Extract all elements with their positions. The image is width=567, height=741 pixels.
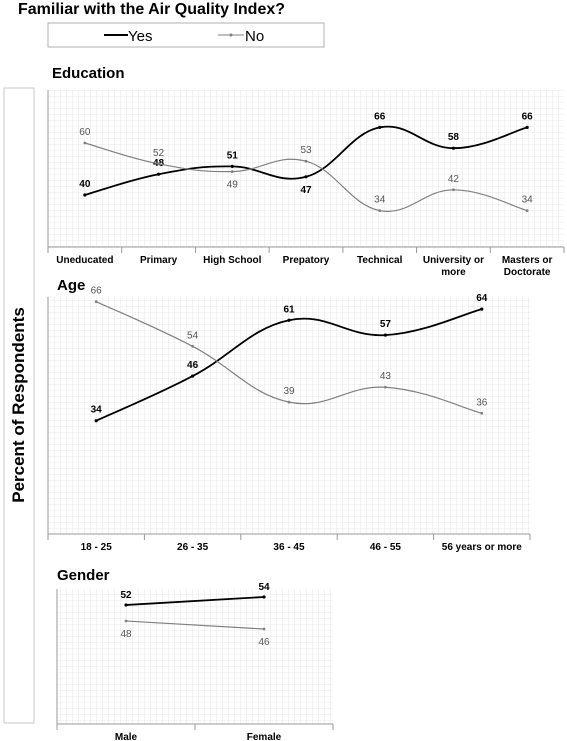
gender-tick-label: Female: [247, 732, 282, 741]
gender-yes-series-line: [125, 596, 265, 606]
gender-yes-point: [124, 603, 128, 607]
gender-panel: Gender Male Female 52 54 48 46: [56, 567, 334, 741]
gender-no-data-label: 46: [258, 637, 270, 648]
age-no-point: [480, 411, 484, 415]
education-yes-point: [525, 125, 529, 129]
education-no-data-label: 52: [153, 148, 165, 159]
age-no-data-label: 43: [380, 371, 392, 382]
age-tick-label: 36 - 45: [273, 542, 305, 553]
age-panel: Age 18 - 25 26 - 35 36 - 45 46 - 55 56 years …: [47, 277, 531, 553]
education-tick-label: High School: [203, 255, 262, 266]
education-plot-area: [48, 90, 564, 247]
age-yes-data-label: 57: [380, 319, 392, 330]
education-tick-label: Uneducated: [56, 255, 113, 266]
education-tick-label: University or more: [423, 255, 484, 278]
education-no-point: [304, 159, 308, 163]
age-yes-point: [287, 318, 291, 322]
age-tick-label: 18 - 25: [81, 542, 113, 553]
gender-panel-title: Gender: [57, 567, 110, 584]
education-no-point: [378, 209, 382, 213]
education-yes-point: [451, 146, 456, 150]
age-tick-label: 56 years or more: [442, 542, 522, 553]
age-panel-title: Age: [57, 277, 85, 294]
education-yes-data-label: 58: [448, 132, 460, 143]
chart-panels: Education Uneducated Primary High School Pre…: [47, 65, 565, 741]
education-no-point: [452, 188, 455, 192]
gender-no-data-label: 48: [120, 629, 132, 640]
age-no-data-label: 36: [476, 397, 488, 408]
education-yes-point: [230, 164, 234, 168]
legend: Yes No: [47, 22, 325, 48]
education-yes-point: [304, 175, 308, 179]
education-no-point: [525, 209, 529, 213]
age-no-data-label: 54: [187, 330, 199, 341]
education-yes-data-label: 47: [300, 185, 312, 196]
gender-no-point: [262, 627, 266, 631]
education-no-data-label: 34: [522, 195, 534, 206]
age-no-point: [384, 385, 387, 389]
education-tick-label: Primary: [140, 255, 178, 266]
age-no-point: [94, 300, 98, 304]
legend-no-label: No: [245, 28, 264, 45]
education-no-point: [83, 141, 87, 145]
education-tick-label: Masters or Doctorate: [502, 255, 553, 278]
education-tick-label: Prepatory: [283, 255, 330, 266]
age-tick-label: 26 - 35: [177, 542, 209, 553]
education-panel-title: Education: [52, 65, 125, 82]
education-yes-data-label: 51: [227, 150, 239, 161]
age-yes-data-label: 64: [476, 293, 488, 304]
gender-no-series-line: [125, 620, 265, 630]
age-plot-area: [48, 297, 530, 534]
gender-yes-data-label: 52: [120, 590, 132, 601]
gender-yes-data-label: 54: [258, 582, 270, 593]
gender-tick-label: Male: [115, 732, 138, 741]
education-yes-data-label: 66: [374, 111, 386, 122]
ylabel-box: [3, 87, 35, 724]
education-no-data-label: 49: [227, 180, 239, 191]
legend-box: [47, 22, 325, 48]
education-yes-data-label: 40: [79, 179, 91, 190]
y-axis-label: Percent of Respondents: [9, 307, 28, 503]
legend-yes-label: Yes: [128, 28, 152, 45]
legend-no-marker: [229, 33, 233, 37]
education-yes-point: [83, 193, 87, 197]
education-no-data-label: 60: [79, 127, 91, 138]
chart-title: Familiar with the Air Quality Index?: [18, 1, 285, 18]
education-yes-data-label: 66: [522, 111, 534, 122]
age-no-data-label: 66: [91, 286, 103, 297]
education-no-point: [157, 162, 160, 166]
education-no-data-label: 42: [448, 174, 460, 185]
age-yes-point: [191, 374, 195, 378]
gender-yes-point: [262, 595, 266, 599]
age-no-data-label: 39: [283, 386, 295, 397]
age-tick-label: 46 - 55: [370, 542, 402, 553]
age-yes-data-label: 34: [91, 405, 103, 416]
age-yes-point: [94, 419, 98, 423]
education-no-point: [230, 170, 234, 174]
gender-plot-area: [57, 589, 333, 724]
education-yes-point: [156, 172, 161, 176]
age-yes-data-label: 46: [187, 360, 199, 371]
gender-no-point: [124, 619, 128, 623]
age-no-point: [191, 344, 195, 348]
age-yes-point: [383, 333, 387, 337]
age-no-point: [287, 400, 291, 404]
education-panel: Education Uneducated Primary High School Pre…: [47, 65, 565, 278]
education-tick-label: Technical: [357, 255, 403, 266]
education-no-data-label: 53: [300, 145, 312, 156]
age-yes-point: [480, 307, 484, 311]
education-no-data-label: 34: [374, 195, 386, 206]
education-yes-point: [378, 125, 382, 129]
age-yes-data-label: 61: [283, 304, 295, 315]
